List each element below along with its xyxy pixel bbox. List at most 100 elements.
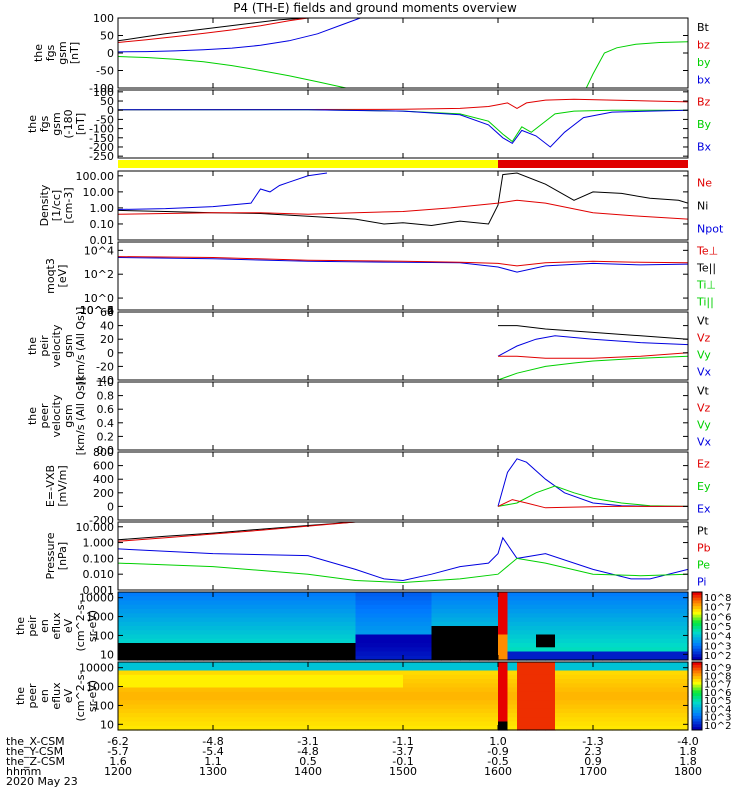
peer_spec-cell (517, 662, 528, 667)
peer_spec-cell (365, 687, 376, 693)
peer_spec-cell (517, 666, 528, 672)
peir_spec-cell (526, 596, 537, 602)
peir_spec-cell (545, 630, 556, 636)
peir_spec-cell (450, 621, 461, 627)
peer_spec-cell (479, 721, 490, 727)
peir_spec-cell (469, 604, 480, 610)
peir_spec-cell (412, 651, 423, 657)
peir_spec-colorbar-cell (692, 637, 702, 641)
peir_spec-cell (488, 604, 499, 610)
peer_spec-cell (650, 679, 661, 684)
peir_spec-cell (659, 638, 670, 644)
peir_spec-cell (602, 634, 613, 640)
peer_spec-cell (127, 683, 138, 689)
peer_spec-cell (422, 708, 433, 714)
peir_spec-cell (602, 638, 613, 644)
peer_spec-ylabel-line: en (38, 689, 51, 703)
peer_spec-cell (222, 704, 233, 710)
peir_spec-cell (536, 604, 547, 610)
peir_spec-cell (450, 630, 461, 636)
peir_spec-cell (545, 609, 556, 614)
peir_spec-cell (137, 609, 148, 614)
peir_spec-cell (327, 609, 338, 614)
ephem-label-1: the_Y-CSM (6, 745, 63, 758)
peir_spec-cell (479, 617, 490, 623)
peer_spec-cell (184, 679, 195, 684)
peer_spec-colorbar-cell (692, 718, 702, 722)
peir_spec-colorbar-cell (692, 592, 702, 596)
peer_spec-cell (203, 662, 214, 667)
ephem-value: -5.7 (107, 745, 128, 758)
peer_spec-cell (403, 708, 414, 714)
peer_spec-cell (203, 708, 214, 714)
peer_spec-cell (213, 717, 224, 723)
peer_spec-cell (631, 713, 642, 718)
peir_spec-cell (365, 609, 376, 614)
peir_spec-cell (669, 604, 680, 610)
peir_spec-cell (298, 600, 309, 606)
peer_spec-cell (251, 683, 262, 689)
peer_spec-cell (232, 687, 243, 693)
peir_spec-cell (165, 592, 176, 597)
peer_spec-cell (612, 696, 623, 701)
peer_spec-cell (450, 704, 461, 710)
peir_spec-cell (260, 604, 271, 610)
peir_spec-cell (251, 617, 262, 623)
peir_spec-cell (317, 626, 328, 631)
peir_spec-cell (308, 600, 319, 606)
peir_spec-cell (118, 617, 129, 623)
peir_spec-cell (583, 592, 594, 597)
peer_spec-cell (640, 662, 651, 667)
peer_spec-cell (279, 704, 290, 710)
peer_spec-cell (422, 679, 433, 684)
peir_spec-cell (403, 634, 414, 640)
peir_spec-cell (241, 621, 252, 627)
peir_spec-cell (317, 596, 328, 602)
peir_spec-cell (146, 634, 157, 640)
peir_spec-cell (479, 592, 490, 597)
peir_spec-cell (479, 604, 490, 610)
peir_spec-cell (251, 655, 262, 661)
peer_spec-cell (127, 708, 138, 714)
peer_spec-cell (156, 662, 167, 667)
peir_spec-cell (393, 617, 404, 623)
temp-ytick-label: 10^-4 (80, 304, 114, 317)
peir_spec-cell (279, 630, 290, 636)
peer_spec-cell (241, 725, 252, 731)
peer_spec-cell (279, 670, 290, 676)
peir_spec-cell (327, 621, 338, 627)
peer_spec-cell (422, 725, 433, 731)
peer_spec-cell (203, 704, 214, 710)
peir_spec-cell (659, 634, 670, 640)
peir_spec-cell (574, 617, 585, 623)
peer_spec-cell (365, 708, 376, 714)
peer_spec-cell (308, 691, 319, 697)
peir_spec-ylabel-line: the (14, 617, 27, 635)
peer_spec-cell (175, 666, 186, 672)
peir_spec-cell (564, 626, 575, 631)
peer_spec-cell (336, 687, 347, 693)
peer_spec-cell (127, 696, 138, 701)
peir_spec-cell (555, 617, 566, 623)
peir_spec-cell (526, 617, 537, 623)
peer_spec-cell (555, 708, 566, 714)
peir_spec-cell (479, 600, 490, 606)
peer_spec-cell (137, 662, 148, 667)
peir_spec-cell (640, 651, 651, 657)
peir_spec-cell (460, 630, 471, 636)
peir_spec-cell (441, 621, 452, 627)
peer_spec-cell (355, 674, 366, 680)
peer_spec-cell (498, 721, 509, 727)
peer_spec-cell (317, 679, 328, 684)
peir_spec-cell (564, 634, 575, 640)
peir_spec-cell (279, 621, 290, 627)
peer_vel-legend-Vx: Vx (697, 436, 712, 449)
peer_spec-cell (612, 687, 623, 693)
peir_spec-cell (602, 655, 613, 661)
peer_spec-cell (545, 687, 556, 693)
peer_spec-cell (650, 708, 661, 714)
peir_spec-cell (279, 613, 290, 619)
peir_spec-cell (422, 643, 433, 648)
peir_spec-cell (412, 643, 423, 648)
peir_spec-cell (640, 609, 651, 614)
